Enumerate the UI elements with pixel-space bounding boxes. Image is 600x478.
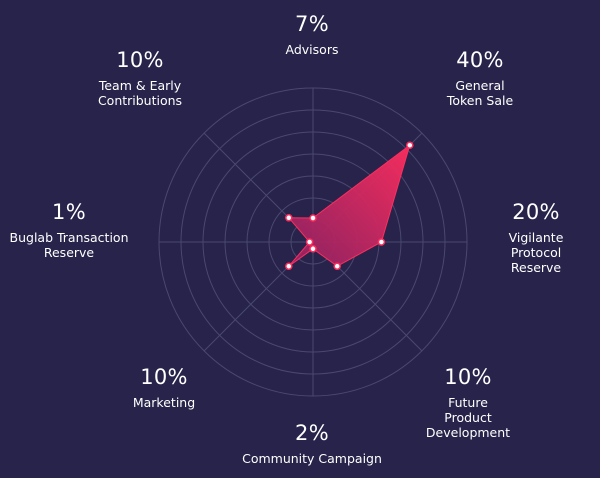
value-label: 20% xyxy=(512,200,560,224)
label-marketing: 10% Marketing xyxy=(133,365,195,410)
value-label: 10% xyxy=(140,365,188,389)
label-general-token-sale: 40% General Token Sale xyxy=(447,48,513,108)
data-point[interactable] xyxy=(285,214,293,222)
data-point[interactable] xyxy=(406,141,414,149)
radar-series xyxy=(287,143,411,267)
radar-points xyxy=(285,141,414,270)
data-point[interactable] xyxy=(377,238,386,246)
value-label: 40% xyxy=(456,48,504,72)
category-label: Buglab Transaction Reserve xyxy=(9,230,129,260)
label-vigilante-protocol-reserve: 20% Vigilante Protocol Reserve xyxy=(504,200,568,275)
category-label: Team & Early Contributions xyxy=(97,78,183,108)
series-area xyxy=(287,143,411,267)
category-label: Marketing xyxy=(132,395,196,410)
label-buglab-transaction-reserve: 1% Buglab Transaction Reserve xyxy=(10,200,129,260)
value-label: 10% xyxy=(116,48,164,72)
value-label: 7% xyxy=(295,12,329,36)
value-label: 1% xyxy=(52,200,86,224)
value-label: 2% xyxy=(295,421,329,445)
label-future-product-development: 10% Future Product Development xyxy=(402,365,534,440)
value-label: 10% xyxy=(444,365,492,389)
label-advisors: 7% Advisors xyxy=(286,12,339,57)
label-community-campaign: 2% Community Campaign xyxy=(242,421,382,466)
data-point[interactable] xyxy=(309,214,317,222)
data-point[interactable] xyxy=(305,238,314,246)
data-point[interactable] xyxy=(309,245,317,253)
category-label: Vigilante Protocol Reserve xyxy=(508,230,564,275)
category-label: General Token Sale xyxy=(446,78,514,108)
category-label: Community Campaign xyxy=(242,451,382,466)
category-label: Future Product Development xyxy=(425,395,511,440)
category-label: Advisors xyxy=(285,42,339,57)
data-point[interactable] xyxy=(285,262,293,270)
label-team-early-contributions: 10% Team & Early Contributions xyxy=(98,48,182,108)
data-point[interactable] xyxy=(333,262,341,270)
